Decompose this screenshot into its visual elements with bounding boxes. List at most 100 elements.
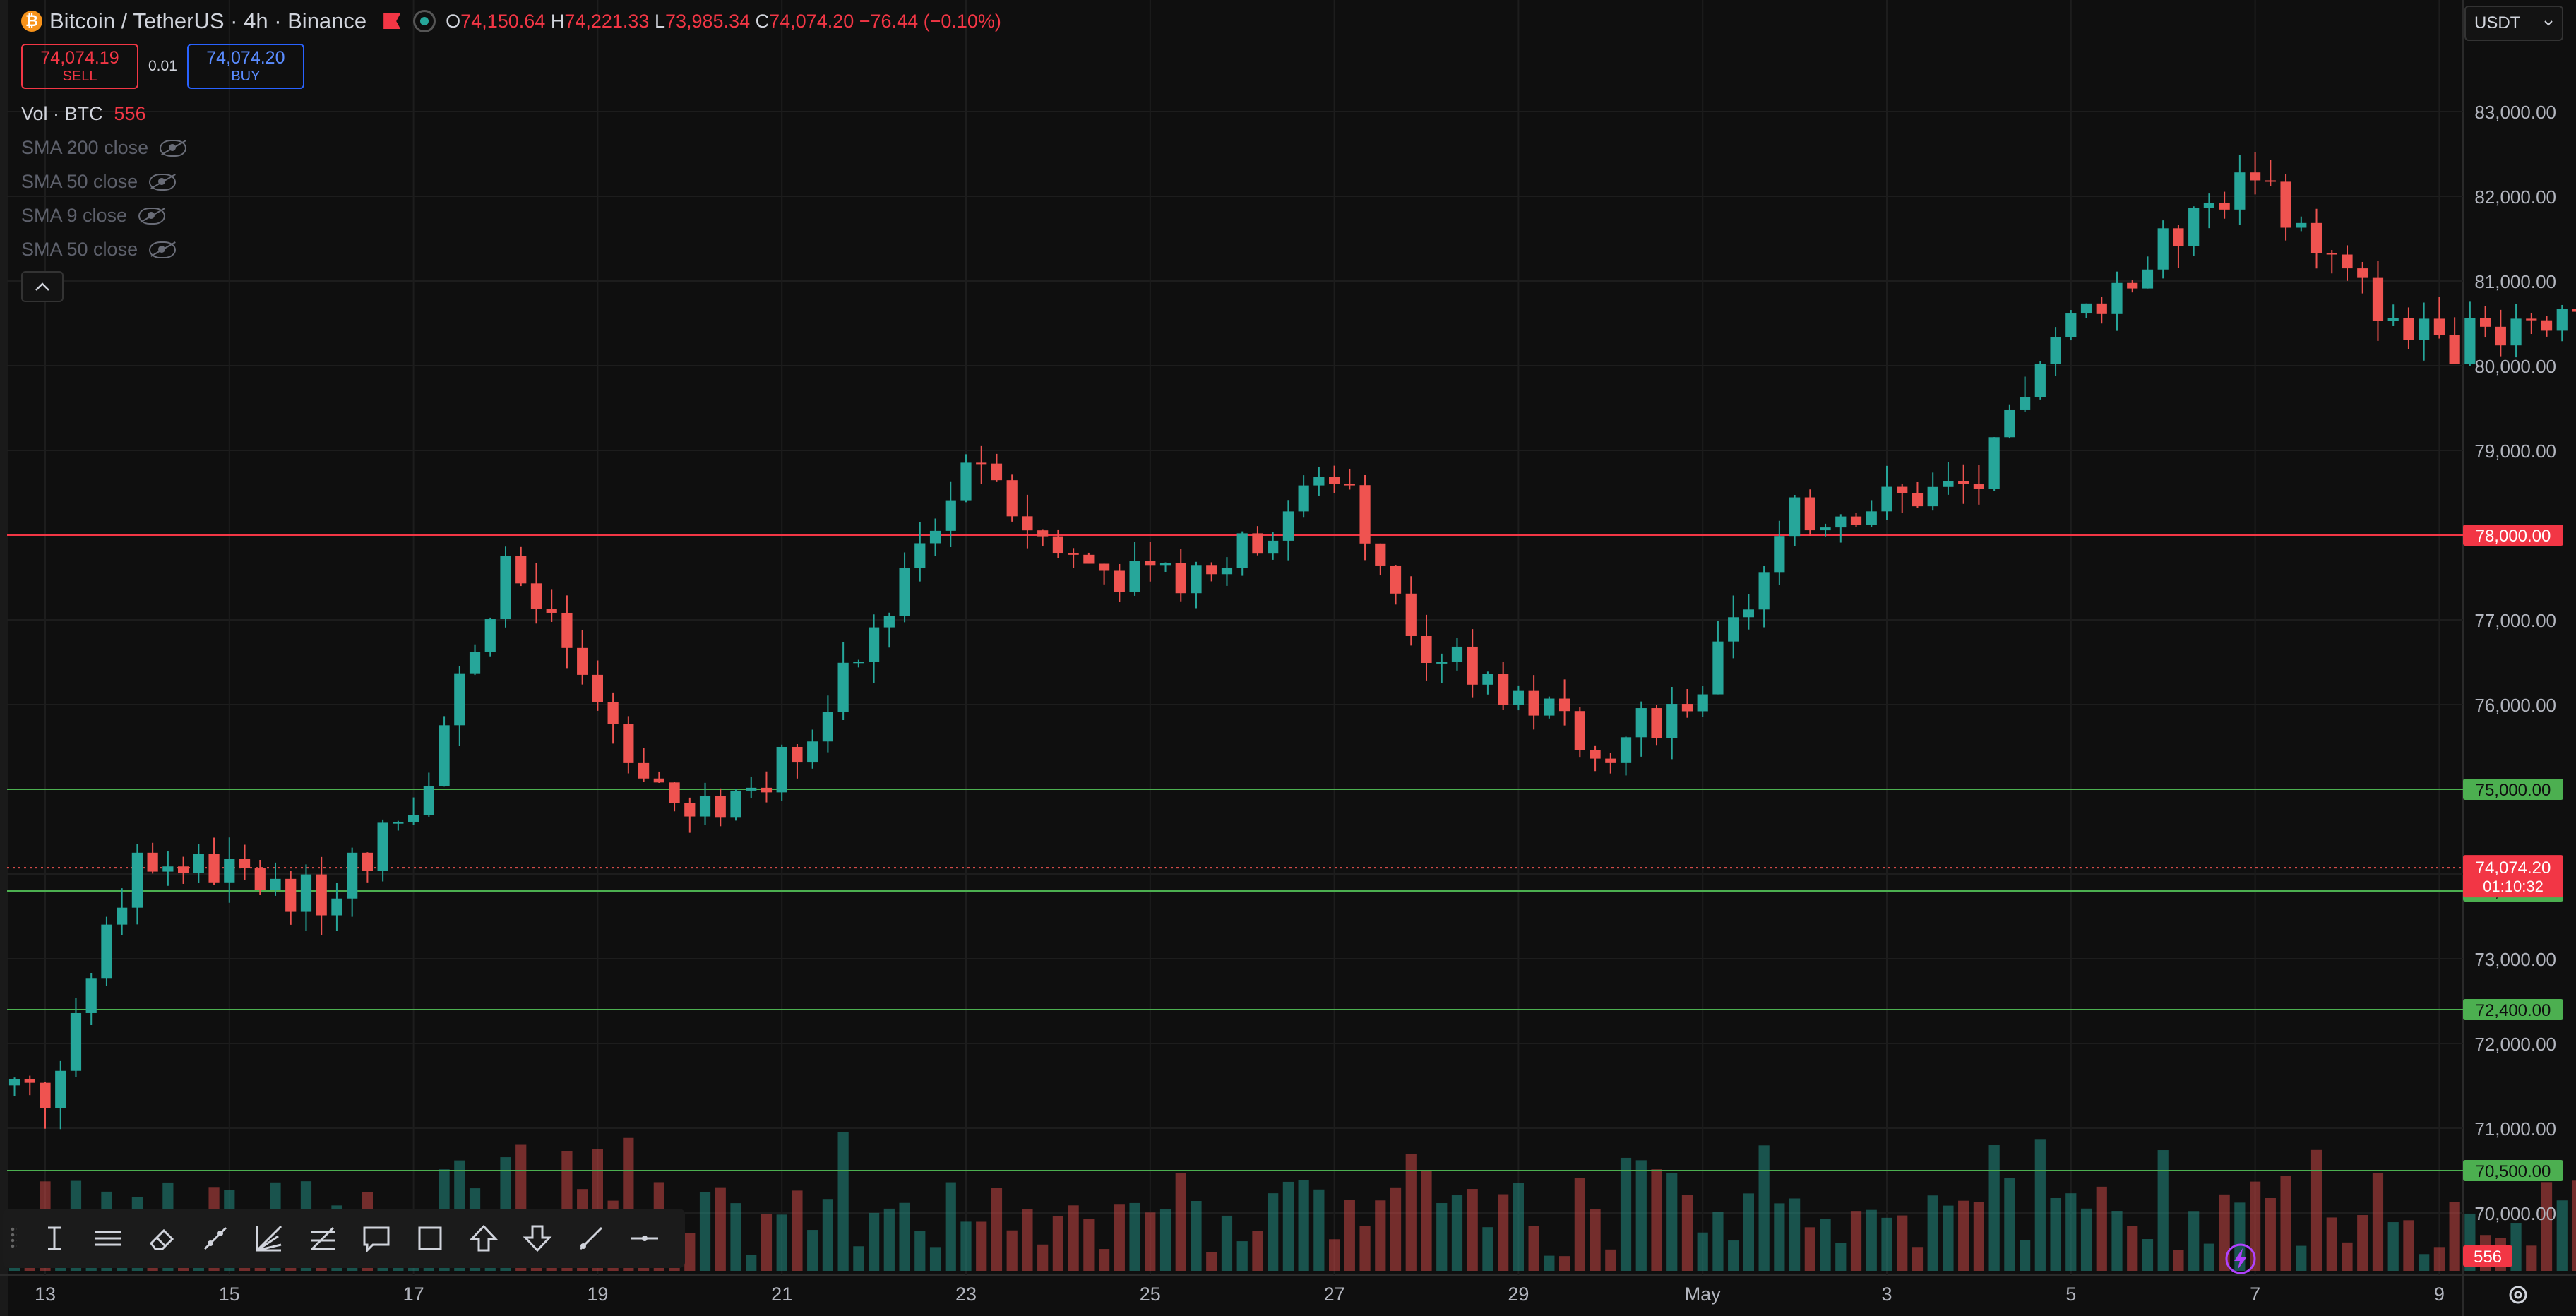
candle-body xyxy=(1666,704,1678,738)
volume-bar xyxy=(2372,1173,2384,1271)
flag-icon[interactable] xyxy=(383,13,401,29)
candle-body xyxy=(1129,561,1140,592)
candle-body xyxy=(2495,326,2506,346)
candle-body xyxy=(1451,646,1463,662)
candle-body xyxy=(1482,674,1493,685)
drag-handle-icon[interactable] xyxy=(10,1226,17,1250)
rectangle-icon[interactable] xyxy=(414,1222,446,1255)
candle-body xyxy=(1344,484,1355,486)
volume-bar xyxy=(1789,1198,1801,1271)
lines-tool-icon[interactable] xyxy=(92,1222,124,1255)
price-tick-label: 71,000.00 xyxy=(2474,1118,2556,1139)
volume-bar xyxy=(1712,1212,1724,1271)
price-tick-label: 73,000.00 xyxy=(2474,949,2556,970)
candle-body xyxy=(1681,704,1693,712)
candle-body xyxy=(177,866,189,873)
volume-bar xyxy=(1958,1200,1969,1271)
low-value: 73,985.34 xyxy=(664,10,751,32)
volume-bars xyxy=(8,1132,2576,1271)
pitchfork-icon[interactable] xyxy=(306,1222,339,1255)
volume-bar xyxy=(2526,1245,2537,1271)
candle-body xyxy=(377,823,388,871)
eye-hidden-icon[interactable] xyxy=(138,207,166,225)
candle-body xyxy=(316,874,327,916)
buy-button[interactable]: 74,074.20 BUY xyxy=(186,44,304,89)
trend-line-icon[interactable] xyxy=(199,1222,232,1255)
collapse-legend-button[interactable] xyxy=(21,271,64,302)
volume-bar xyxy=(1114,1204,1125,1271)
level-badge xyxy=(2463,525,2563,546)
eye-hidden-icon[interactable] xyxy=(149,241,177,258)
candle-body xyxy=(653,778,664,783)
candle-body xyxy=(1804,497,1815,531)
volume-bar xyxy=(1451,1195,1463,1271)
candle-body xyxy=(40,1082,51,1108)
settings-gear-icon[interactable] xyxy=(2505,1282,2531,1308)
volume-bar xyxy=(684,1233,696,1271)
volume-bar xyxy=(761,1214,773,1271)
candle-body xyxy=(2050,337,2061,365)
indicator-sma-50-b[interactable]: SMA 50 close xyxy=(21,239,177,261)
volume-bar xyxy=(945,1182,956,1271)
eye-hidden-icon[interactable] xyxy=(149,173,177,191)
candle-body xyxy=(55,1070,66,1108)
candle-body xyxy=(1866,511,1877,525)
volume-bar xyxy=(1912,1247,1924,1271)
ray-icon[interactable] xyxy=(575,1222,607,1255)
indicator-sma-50[interactable]: SMA 50 close xyxy=(21,171,177,193)
candle-body xyxy=(147,852,158,872)
candle-body xyxy=(270,878,281,890)
volume-bar xyxy=(2342,1242,2353,1271)
candle-body xyxy=(1022,516,1033,531)
volume-bar xyxy=(2019,1240,2031,1271)
volume-bar xyxy=(2050,1197,2061,1271)
candle-body xyxy=(2157,228,2169,270)
candle-body xyxy=(1467,646,1478,685)
alert-bolt-icon[interactable] xyxy=(2224,1243,2257,1275)
volume-bar xyxy=(1697,1232,1708,1271)
volume-bar xyxy=(1052,1216,1064,1271)
candle-body xyxy=(1574,711,1585,750)
horizontal-line-icon[interactable] xyxy=(628,1222,661,1255)
candle-body xyxy=(1605,758,1616,763)
volume-bar xyxy=(2280,1175,2291,1271)
level-badge-label: 78,000.00 xyxy=(2476,527,2551,546)
volume-bar xyxy=(2188,1211,2200,1271)
arrow-up-icon[interactable] xyxy=(467,1222,500,1255)
candle-body xyxy=(2034,364,2046,397)
volume-bar xyxy=(730,1203,741,1271)
volume-bar xyxy=(2004,1178,2015,1271)
currency-select[interactable]: USDT xyxy=(2464,6,2563,41)
indicator-sma-200[interactable]: SMA 200 close xyxy=(21,137,187,159)
symbol-title[interactable]: Bitcoin / TetherUS · 4h · Binance xyxy=(49,8,367,33)
volume-bar xyxy=(1590,1209,1601,1271)
candle-body xyxy=(70,1012,82,1071)
candle-body xyxy=(1145,561,1156,566)
arrow-down-icon[interactable] xyxy=(521,1222,554,1255)
candle-body xyxy=(1006,480,1018,517)
sell-button[interactable]: 74,074.19 SELL xyxy=(21,44,138,89)
volume-bar xyxy=(899,1202,910,1271)
candle-body xyxy=(285,878,297,912)
comment-icon[interactable] xyxy=(360,1222,393,1255)
sell-price: 74,074.19 xyxy=(40,48,119,68)
text-tool-icon[interactable] xyxy=(38,1222,71,1255)
candle-body xyxy=(1697,694,1708,712)
candle-body xyxy=(131,852,143,908)
volume-legend[interactable]: Vol · BTC 556 xyxy=(21,103,146,125)
candle-body xyxy=(1252,533,1263,554)
eraser-icon[interactable] xyxy=(145,1222,178,1255)
fib-tool-icon[interactable] xyxy=(253,1222,285,1255)
indicator-sma-9[interactable]: SMA 9 close xyxy=(21,205,166,227)
candle-body xyxy=(1498,674,1509,705)
time-tick-label: 23 xyxy=(955,1284,977,1305)
market-status-icon[interactable] xyxy=(413,10,436,32)
volume-bar xyxy=(2219,1194,2230,1271)
volume-bar xyxy=(868,1212,880,1271)
candle-body xyxy=(1651,708,1662,738)
candle-body xyxy=(1835,516,1847,528)
eye-hidden-icon[interactable] xyxy=(160,139,187,157)
candle-body xyxy=(2173,228,2184,246)
candle-body xyxy=(699,796,711,817)
